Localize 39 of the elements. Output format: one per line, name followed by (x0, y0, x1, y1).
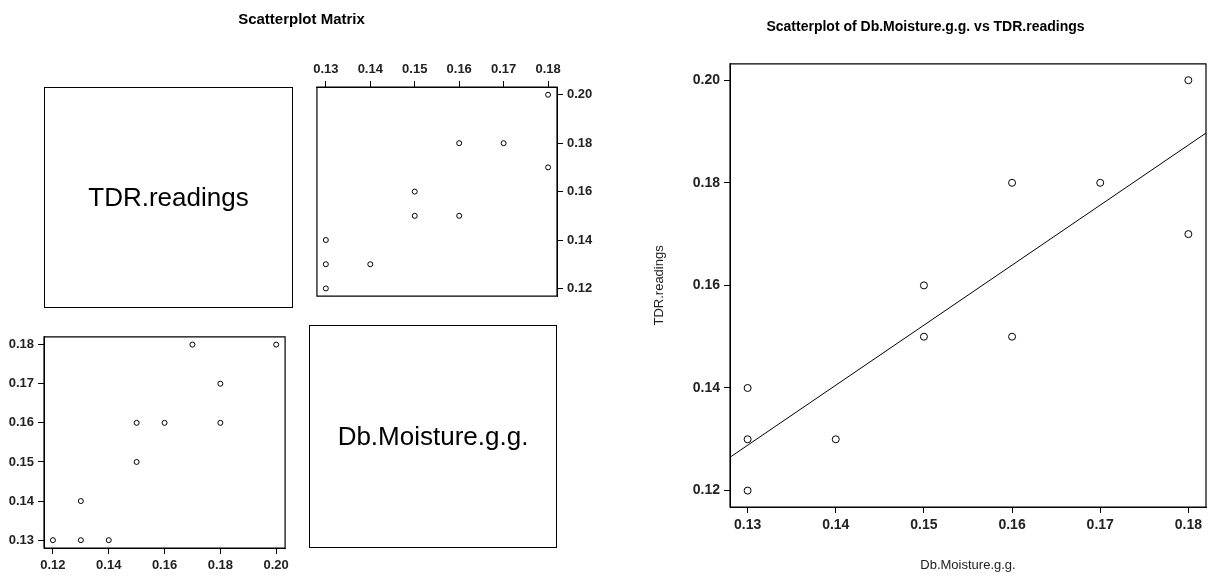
y-tick-label: 0.12 (692, 481, 721, 498)
y-tick-label: 0.20 (692, 71, 721, 88)
y-tick-label: 0.18 (692, 173, 721, 190)
x-tick-label: 0.16 (998, 516, 1026, 533)
y-tick-label: 0.14 (8, 492, 35, 508)
x-tick-label: 0.15 (402, 60, 428, 76)
y-tick-label: 0.13 (8, 531, 34, 547)
x-tick-label: 0.18 (535, 60, 561, 76)
y-tick-label: 0.15 (8, 453, 34, 469)
y-tick-label: 0.14 (567, 231, 594, 247)
x-tick-label: 0.17 (1086, 516, 1115, 533)
x-tick-label: 0.20 (263, 557, 289, 573)
y-tick-label: 0.14 (692, 378, 721, 395)
x-tick-label: 0.18 (1174, 516, 1203, 533)
x-tick-label: 0.13 (734, 516, 762, 533)
y-tick-label: 0.18 (8, 336, 34, 352)
x-tick-label: 0.12 (40, 557, 66, 573)
x-tick-label: 0.18 (207, 557, 234, 573)
text: TDR.readings (88, 182, 249, 213)
text: Db.Moisture.g.g. (337, 421, 529, 452)
y-axis-title: TDR.readings (651, 244, 667, 326)
x-tick-label: 0.15 (910, 516, 938, 533)
x-tick-label: 0.14 (822, 516, 850, 533)
y-tick-label: 0.16 (8, 414, 34, 430)
y-tick-label: 0.17 (8, 375, 34, 391)
x-tick-label: 0.16 (446, 60, 472, 76)
x-tick-label: 0.16 (151, 557, 178, 573)
x-tick-label: 0.13 (313, 60, 339, 76)
y-tick-label: 0.18 (567, 134, 593, 150)
y-tick-label: 0.16 (567, 183, 593, 199)
x-tick-label: 0.14 (357, 60, 384, 76)
y-tick-label: 0.12 (567, 280, 593, 296)
text: Scatterplot Matrix (237, 10, 366, 27)
x-axis-title: Db.Moisture.g.g. (920, 556, 1016, 572)
y-tick-label: 0.16 (692, 276, 721, 293)
x-tick-label: 0.17 (491, 60, 517, 76)
y-tick-label: 0.20 (567, 86, 593, 102)
chart-title: Scatterplot of Db.Moisture.g.g. vs TDR.readings (766, 18, 1085, 35)
x-tick-label: 0.14 (96, 557, 123, 573)
